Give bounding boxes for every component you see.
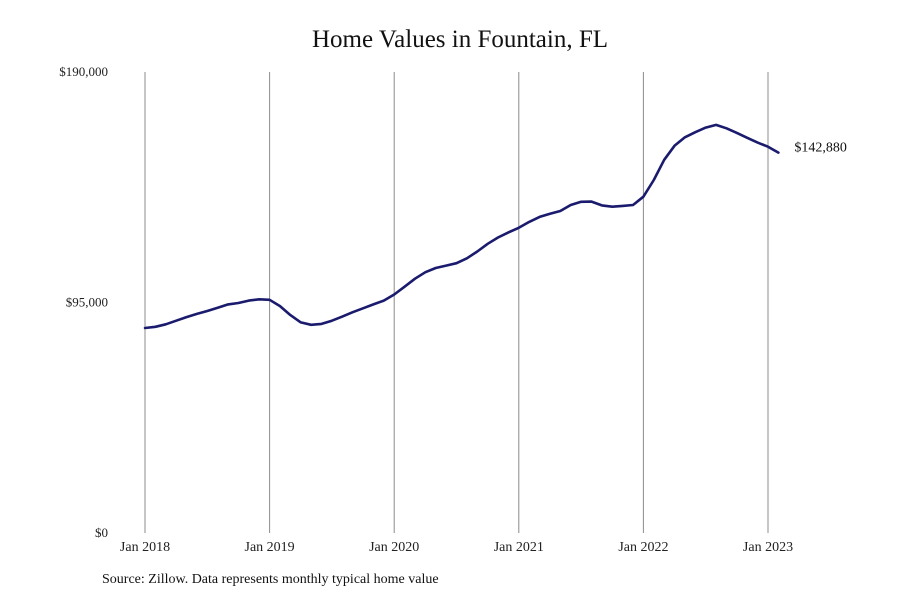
data-point	[154, 326, 156, 328]
y-tick-labels: $0 $95,000 $190,000	[59, 64, 108, 540]
data-point	[518, 227, 520, 229]
data-point	[424, 271, 426, 273]
data-point	[403, 286, 405, 288]
y-tick-label: $95,000	[66, 295, 108, 310]
data-point	[570, 204, 572, 206]
data-point	[414, 278, 416, 280]
data-point	[705, 126, 707, 128]
data-point	[237, 302, 239, 304]
data-point	[694, 131, 696, 133]
data-point	[144, 327, 146, 329]
x-tick-label: Jan 2023	[743, 540, 793, 555]
data-point	[590, 200, 592, 202]
data-point	[767, 146, 769, 148]
data-point	[165, 323, 167, 325]
data-point	[684, 136, 686, 138]
data-points	[144, 124, 780, 329]
data-point	[777, 151, 779, 153]
x-tick-label: Jan 2021	[494, 540, 544, 555]
data-point	[435, 267, 437, 269]
data-point	[507, 231, 509, 233]
data-point	[601, 204, 603, 206]
data-point	[632, 204, 634, 206]
data-point	[663, 159, 665, 161]
x-tick-label: Jan 2020	[369, 540, 419, 555]
data-point	[300, 321, 302, 323]
data-point	[580, 201, 582, 203]
end-value-label: $142,880	[794, 141, 847, 156]
data-point	[725, 127, 727, 129]
x-tick-labels: Jan 2018 Jan 2019 Jan 2020 Jan 2021 Jan 2022…	[120, 540, 793, 555]
data-point	[486, 243, 488, 245]
data-point	[175, 319, 177, 321]
data-point	[248, 299, 250, 301]
data-point	[206, 310, 208, 312]
data-point	[279, 305, 281, 307]
data-point	[528, 221, 530, 223]
data-point	[351, 311, 353, 313]
data-point	[372, 303, 374, 305]
data-point	[268, 299, 270, 301]
data-point	[642, 196, 644, 198]
series-line	[143, 123, 780, 330]
data-point	[476, 250, 478, 252]
data-point	[320, 323, 322, 325]
y-tick-label: $190,000	[59, 64, 108, 79]
data-point	[362, 307, 364, 309]
data-point	[393, 293, 395, 295]
data-point	[289, 314, 291, 316]
chart-title: Home Values in Fountain, FL	[311, 26, 609, 53]
data-point	[216, 307, 218, 309]
source-note: Source: Zillow. Data represents monthly …	[102, 572, 439, 587]
data-point	[331, 319, 333, 321]
data-point	[549, 212, 551, 214]
x-tick-label: Jan 2019	[245, 540, 295, 555]
data-point	[445, 264, 447, 266]
y-tick-label: $0	[95, 525, 108, 540]
data-point	[673, 145, 675, 147]
data-point	[196, 313, 198, 315]
x-tick-label: Jan 2018	[120, 540, 170, 555]
data-point	[653, 179, 655, 181]
data-point	[756, 141, 758, 143]
data-point	[258, 298, 260, 300]
data-point	[185, 316, 187, 318]
data-point	[538, 216, 540, 218]
data-point	[455, 262, 457, 264]
data-point	[466, 257, 468, 259]
x-gridlines	[144, 72, 769, 533]
data-point	[621, 205, 623, 207]
data-point	[227, 303, 229, 305]
x-tick-label: Jan 2022	[618, 540, 668, 555]
data-point	[746, 137, 748, 139]
data-point	[383, 299, 385, 301]
data-point	[497, 236, 499, 238]
data-point	[736, 132, 738, 134]
data-point	[715, 124, 717, 126]
data-point	[611, 205, 613, 207]
data-point	[559, 210, 561, 212]
data-point	[310, 324, 312, 326]
data-point	[341, 315, 343, 317]
